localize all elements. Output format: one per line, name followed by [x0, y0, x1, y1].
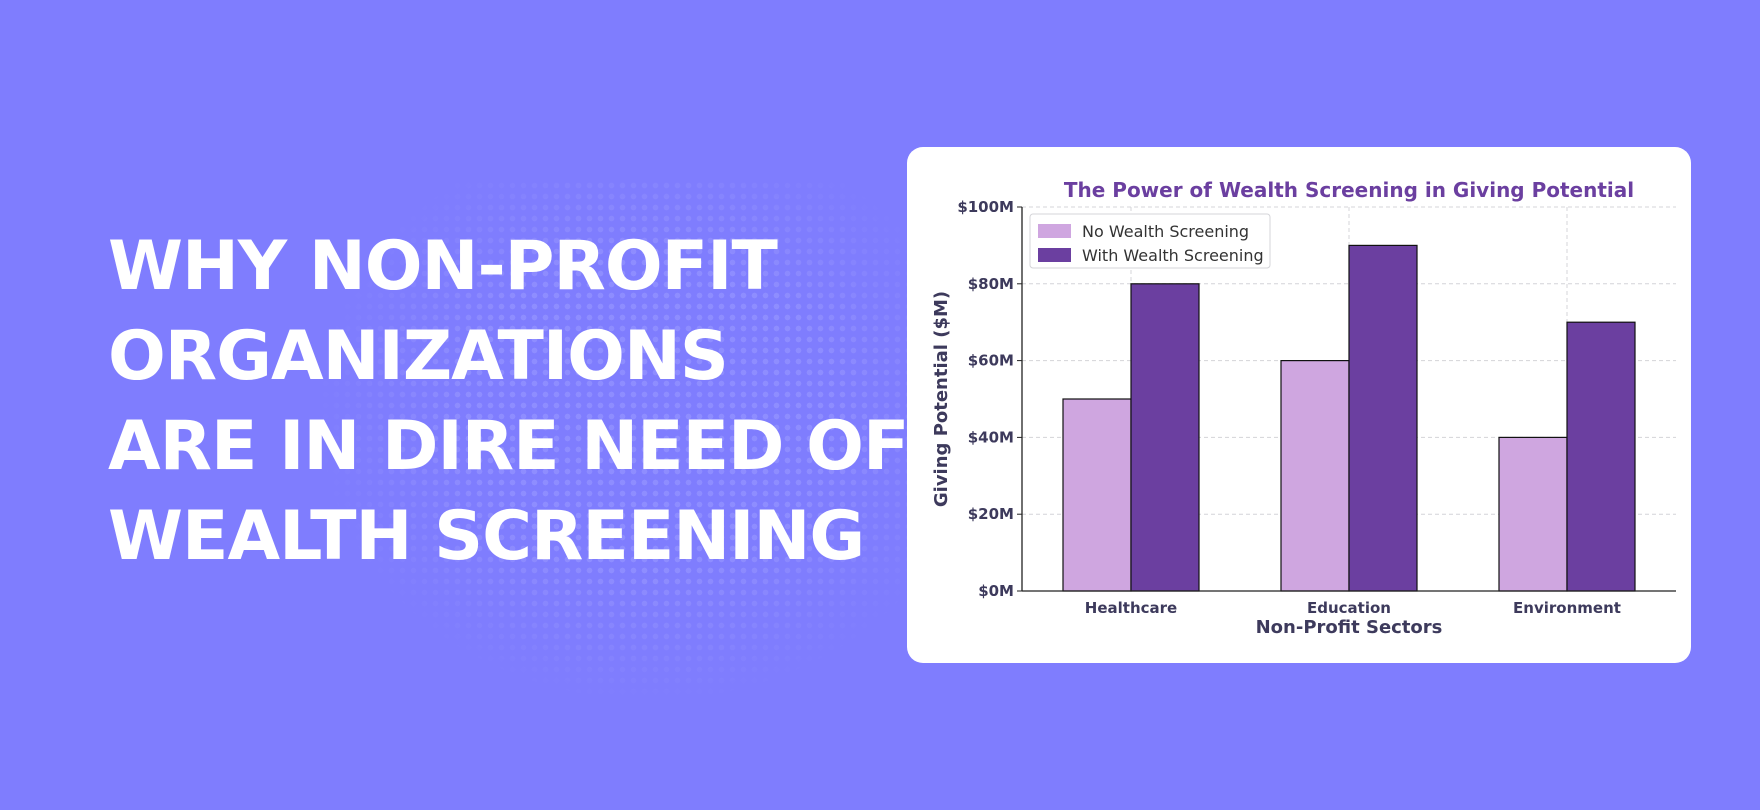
x-axis-label: Non-Profit Sectors	[1256, 617, 1443, 638]
world-map-background	[320, 180, 920, 700]
y-tick-label: $40M	[968, 428, 1014, 446]
bar-chart: $0M $20M $40M $60M $80M $100M Healthcare Educat…	[931, 178, 1676, 638]
y-tick-label: $80M	[968, 275, 1014, 293]
x-tick-label: Education	[1307, 599, 1391, 617]
legend-label: With Wealth Screening	[1082, 246, 1264, 265]
chart-card: $0M $20M $40M $60M $80M $100M Healthcare Educat…	[907, 147, 1691, 663]
y-tick-label: $100M	[957, 198, 1014, 216]
y-tick-label: $20M	[968, 505, 1014, 523]
bar	[1062, 398, 1132, 592]
bar	[1498, 436, 1568, 592]
headline-line: ARE IN DIRE NEED OF	[108, 407, 909, 486]
legend-swatch	[1038, 224, 1071, 238]
legend-box	[1029, 213, 1271, 269]
headline-line: WHY NON-PROFIT	[108, 227, 778, 306]
bar	[1130, 283, 1200, 592]
bar	[1348, 244, 1418, 592]
y-tick-label: $0M	[978, 582, 1014, 600]
legend-label: No Wealth Screening	[1082, 222, 1249, 241]
page-headline: WHY NON-PROFIT ORGANIZATIONS ARE IN DIRE…	[108, 222, 909, 582]
legend-swatch	[1038, 248, 1071, 262]
y-tick-label: $60M	[968, 352, 1014, 370]
bar	[1566, 321, 1636, 592]
x-tick-label: Environment	[1513, 599, 1621, 617]
bar	[1280, 360, 1350, 592]
x-tick-label: Healthcare	[1085, 599, 1177, 617]
chart-title: The Power of Wealth Screening in Giving …	[1064, 178, 1634, 202]
headline-line: WEALTH SCREENING	[108, 497, 865, 576]
headline-line: ORGANIZATIONS	[108, 317, 729, 396]
y-axis-label: Giving Potential ($M)	[931, 291, 952, 507]
